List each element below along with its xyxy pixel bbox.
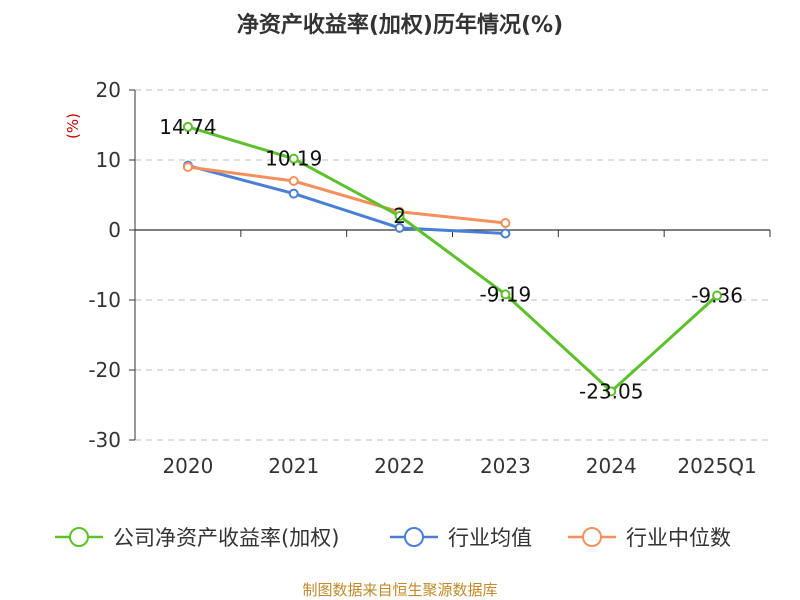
data-label: -23.05 (579, 379, 643, 403)
source-footer: 制图数据来自恒生聚源数据库 (302, 581, 497, 599)
legend: 公司净资产收益率(加权) 行业均值 行业中位数 (55, 526, 731, 550)
y-tick-label: 10 (96, 148, 121, 172)
data-label: -9.36 (691, 284, 743, 308)
data-point (394, 222, 405, 233)
data-point (182, 121, 193, 132)
y-axis-unit: (%) (64, 113, 82, 139)
data-label: 2 (393, 204, 406, 228)
data-label: -9.19 (480, 282, 532, 306)
data-point (288, 188, 299, 199)
data-label: 14.74 (159, 115, 216, 139)
data-point (606, 386, 617, 397)
data-point (500, 228, 511, 239)
data-point (500, 218, 511, 228)
y-tick-label: 20 (96, 78, 121, 102)
data-labels: 14.74 10.19 2 -9.19 -23.05 -9.36 (159, 115, 743, 404)
data-point (500, 289, 511, 300)
x-tick-label: 2022 (374, 454, 425, 478)
y-tick-label: -10 (88, 288, 121, 312)
series-line (187, 164, 506, 235)
x-tick-label: 2020 (162, 454, 213, 478)
y-tick-label: -30 (88, 428, 121, 452)
legend-swatch-marker (582, 527, 602, 547)
legend-swatch-marker (69, 527, 89, 547)
legend-label: 行业均值 (448, 526, 532, 550)
data-point (288, 153, 299, 164)
data-label: 10.19 (265, 147, 322, 171)
data-point (394, 211, 405, 221)
x-tick-label: 2024 (586, 454, 637, 478)
y-tick-label: -20 (88, 358, 121, 382)
series-line (187, 125, 719, 393)
x-tick-label: 2023 (480, 454, 531, 478)
x-tick-label: 2025Q1 (677, 454, 756, 478)
chart-title: 净资产收益率(加权)历年情况(%) (237, 12, 563, 38)
legend-swatch-marker (404, 527, 424, 547)
series-group (182, 121, 723, 397)
data-point (288, 176, 299, 186)
x-tick-label: 2021 (268, 454, 319, 478)
data-point (712, 290, 723, 301)
series-line (187, 165, 506, 225)
y-tick-label: 0 (108, 218, 121, 242)
axes: 20 10 0 -10 -20 -30 2020 2021 2022 2023 2024 2025Q1 (88, 78, 771, 478)
data-point (182, 162, 193, 172)
legend-label: 公司净资产收益率(加权) (113, 526, 339, 550)
legend-label: 行业中位数 (626, 526, 731, 550)
gridlines (135, 89, 770, 441)
